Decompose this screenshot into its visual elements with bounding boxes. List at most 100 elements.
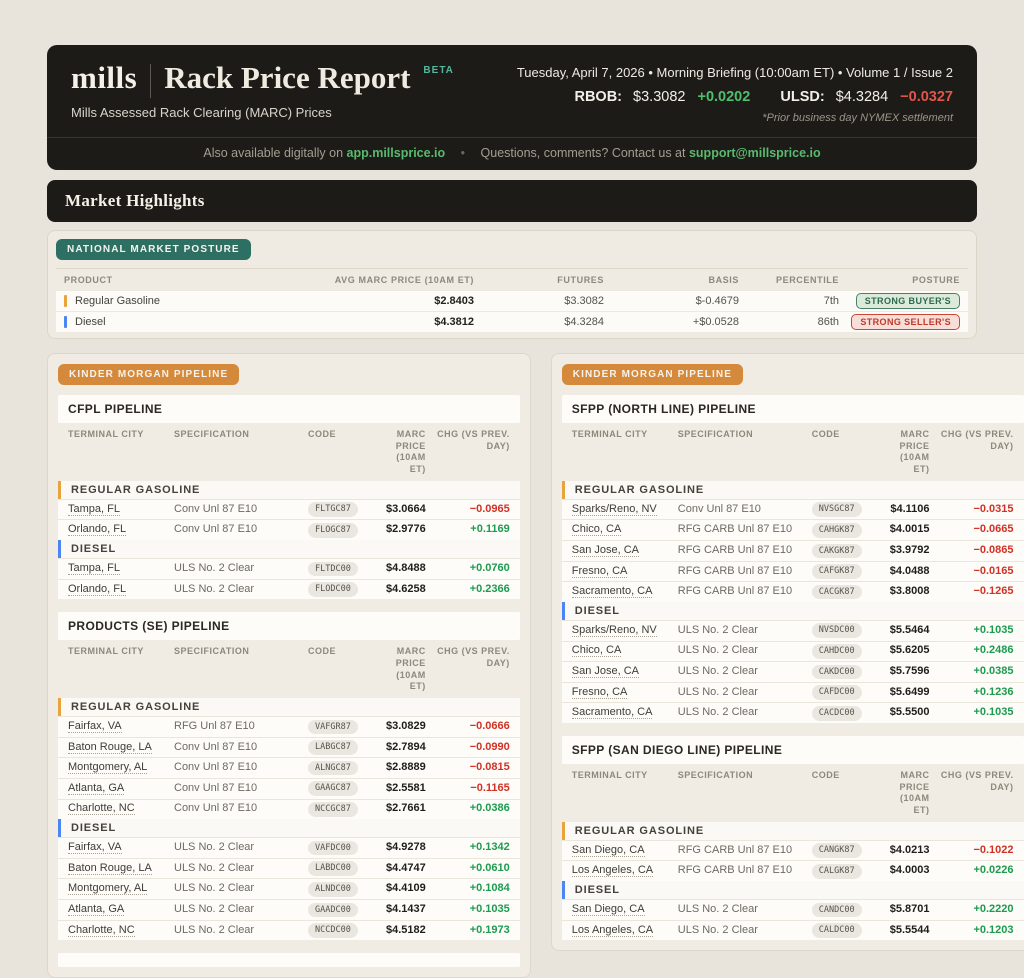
terminal-city-cell: Charlotte, NC — [68, 923, 168, 938]
col-specification: SPECIFICATION — [677, 429, 754, 439]
terminal-city[interactable]: Sparks/Reno, NV — [571, 502, 657, 516]
change-value: −0.1265 — [973, 585, 1014, 598]
terminal-city[interactable]: Tampa, FL — [68, 561, 120, 575]
product-code: CAFGK87 — [811, 564, 862, 579]
pipeline-table-header: TERMINAL CITY SPECIFICATION CODE MARC PR… — [58, 640, 520, 698]
terminal-city-cell: Chico, CA — [571, 644, 672, 658]
terminal-city[interactable]: Atlanta, GA — [68, 902, 125, 916]
price-row: Fairfax, VA RFG Unl 87 E10 VAFGR87 $3.08… — [58, 716, 520, 737]
marc-price: $3.0664 — [386, 502, 426, 515]
terminal-city[interactable]: Atlanta, GA — [68, 781, 125, 795]
col-marc-price: MARC PRICE (10AM ET) — [899, 429, 930, 475]
section-title-market-highlights: Market Highlights — [47, 180, 977, 222]
code-cell: CAKGK87 — [811, 543, 884, 559]
terminal-city[interactable]: San Jose, CA — [571, 665, 640, 679]
terminal-city-cell: Fresno, CA — [571, 685, 672, 700]
terminal-city-cell: Sparks/Reno, NV — [571, 623, 672, 638]
terminal-city-cell: Fresno, CA — [571, 564, 672, 579]
rbob-change: +0.0202 — [697, 89, 751, 105]
price-row: Fresno, CA ULS No. 2 Clear CAFDC00 $5.64… — [561, 681, 1024, 703]
marc-price: $4.5182 — [386, 923, 426, 936]
terminal-city-cell: Atlanta, GA — [68, 902, 168, 917]
terminal-city[interactable]: Baton Rouge, LA — [68, 740, 152, 754]
marc-price: $4.0213 — [889, 843, 930, 856]
terminal-city[interactable]: Sacramento, CA — [571, 585, 653, 599]
col-change: CHG (VS PREV. DAY) — [437, 646, 510, 668]
percentile-value: 86th — [817, 316, 839, 328]
brand-logo: mills — [71, 60, 138, 95]
terminal-city[interactable]: San Diego, CA — [571, 843, 645, 857]
terminal-city[interactable]: Tampa, FL — [68, 502, 120, 516]
product-accent-bar — [64, 316, 67, 328]
change-value: +0.1035 — [973, 706, 1014, 719]
terminal-city[interactable]: Baton Rouge, LA — [68, 861, 152, 875]
terminal-city[interactable]: San Diego, CA — [571, 902, 645, 916]
terminal-city[interactable]: Charlotte, NC — [68, 802, 135, 816]
terminal-city[interactable]: Montgomery, AL — [68, 761, 148, 775]
price-row: Chico, CA RFG CARB Unl 87 E10 CAHGK87 $4… — [561, 519, 1024, 540]
price-row: Baton Rouge, LA ULS No. 2 Clear LABDC00 … — [58, 857, 520, 879]
col-posture: POSTURE — [912, 275, 960, 285]
marc-price: $2.9776 — [386, 523, 426, 536]
marc-price: $4.0488 — [889, 564, 930, 577]
rows: Sparks/Reno, NV ULS No. 2 Clear NVSDC00 … — [561, 619, 1024, 723]
terminal-city[interactable]: Montgomery, AL — [68, 882, 148, 896]
specification: ULS No. 2 Clear — [174, 902, 255, 915]
terminal-city[interactable]: Sacramento, CA — [571, 706, 653, 720]
terminal-city[interactable]: Fairfax, VA — [68, 719, 122, 733]
terminal-city[interactable]: Chico, CA — [571, 644, 622, 658]
specification: RFG CARB Unl 87 E10 — [677, 843, 793, 856]
product-group-header: DIESEL — [58, 819, 520, 838]
terminal-city[interactable]: Fresno, CA — [571, 564, 628, 578]
terminal-city-cell: Sacramento, CA — [571, 706, 672, 720]
ulsd-price: $4.3284 — [835, 89, 889, 105]
masthead-right: Tuesday, April 7, 2026 • Morning Briefin… — [517, 60, 953, 124]
specification: ULS No. 2 Clear — [174, 561, 255, 574]
specification: ULS No. 2 Clear — [174, 861, 255, 874]
change-value: −0.1165 — [470, 781, 510, 794]
price-row: Orlando, FL ULS No. 2 Clear FLODC00 $4.6… — [58, 578, 520, 600]
code-cell: ALNDC00 — [308, 881, 380, 897]
specification: ULS No. 2 Clear — [677, 644, 758, 657]
product-code: FLTDC00 — [308, 561, 358, 577]
terminal-city[interactable]: Sparks/Reno, NV — [571, 623, 657, 637]
product-group: REGULAR GASOLINE Fairfax, VA RFG Unl 87 … — [58, 698, 520, 820]
specification: Conv Unl 87 E10 — [174, 523, 258, 536]
futures-line: RBOB: $3.3082 +0.0202 ULSD: $4.3284 −0.0… — [517, 89, 953, 105]
specification: Conv Unl 87 E10 — [677, 502, 761, 515]
change-value: +0.0386 — [469, 802, 510, 815]
price-row: Orlando, FL Conv Unl 87 E10 FLOGC87 $2.9… — [58, 519, 520, 540]
terminal-city[interactable]: Los Angeles, CA — [571, 864, 654, 878]
terminal-city[interactable]: Charlotte, NC — [68, 923, 135, 937]
code-cell: CAHGK87 — [811, 522, 884, 538]
pipeline-table-title: SFPP (SAN DIEGO LINE) PIPELINE — [561, 736, 1024, 764]
change-value: +0.0226 — [973, 864, 1014, 877]
product-code: VAFGR87 — [308, 719, 358, 735]
terminal-city[interactable]: Orlando, FL — [68, 582, 127, 596]
change-value: −0.0990 — [469, 740, 510, 753]
terminal-city[interactable]: Orlando, FL — [68, 523, 127, 537]
product-group-label: REGULAR GASOLINE — [71, 701, 201, 713]
product-group-header: REGULAR GASOLINE — [561, 821, 1024, 840]
product-code: CALGK87 — [811, 863, 862, 879]
code-cell: VAFGR87 — [308, 719, 380, 735]
product-name: Regular Gasoline — [75, 295, 160, 307]
terminal-city[interactable]: Fairfax, VA — [68, 841, 122, 855]
col-code: CODE — [308, 429, 337, 439]
futures-price: $4.3284 — [564, 316, 604, 328]
national-market-posture-badge: NATIONAL MARKET POSTURE — [56, 239, 251, 260]
terminal-city[interactable]: Chico, CA — [571, 523, 622, 537]
terminal-city[interactable]: Fresno, CA — [571, 685, 628, 699]
product-code: CAHDC00 — [811, 644, 862, 659]
posture-table: PRODUCT AVG MARC PRICE (10AM ET) FUTURES… — [56, 268, 968, 332]
terminal-city[interactable]: San Jose, CA — [571, 543, 640, 557]
contact-link[interactable]: support@millsprice.io — [688, 146, 821, 160]
app-link[interactable]: app.millsprice.io — [346, 146, 446, 160]
marc-price: $5.5464 — [889, 623, 930, 636]
terminal-city[interactable]: Los Angeles, CA — [571, 923, 654, 937]
change-value: −0.0815 — [469, 761, 510, 774]
change-value: +0.1973 — [469, 923, 510, 936]
next-table-cutoff — [58, 953, 520, 968]
change-value: +0.2366 — [469, 582, 510, 595]
code-cell: CALGK87 — [811, 863, 884, 879]
